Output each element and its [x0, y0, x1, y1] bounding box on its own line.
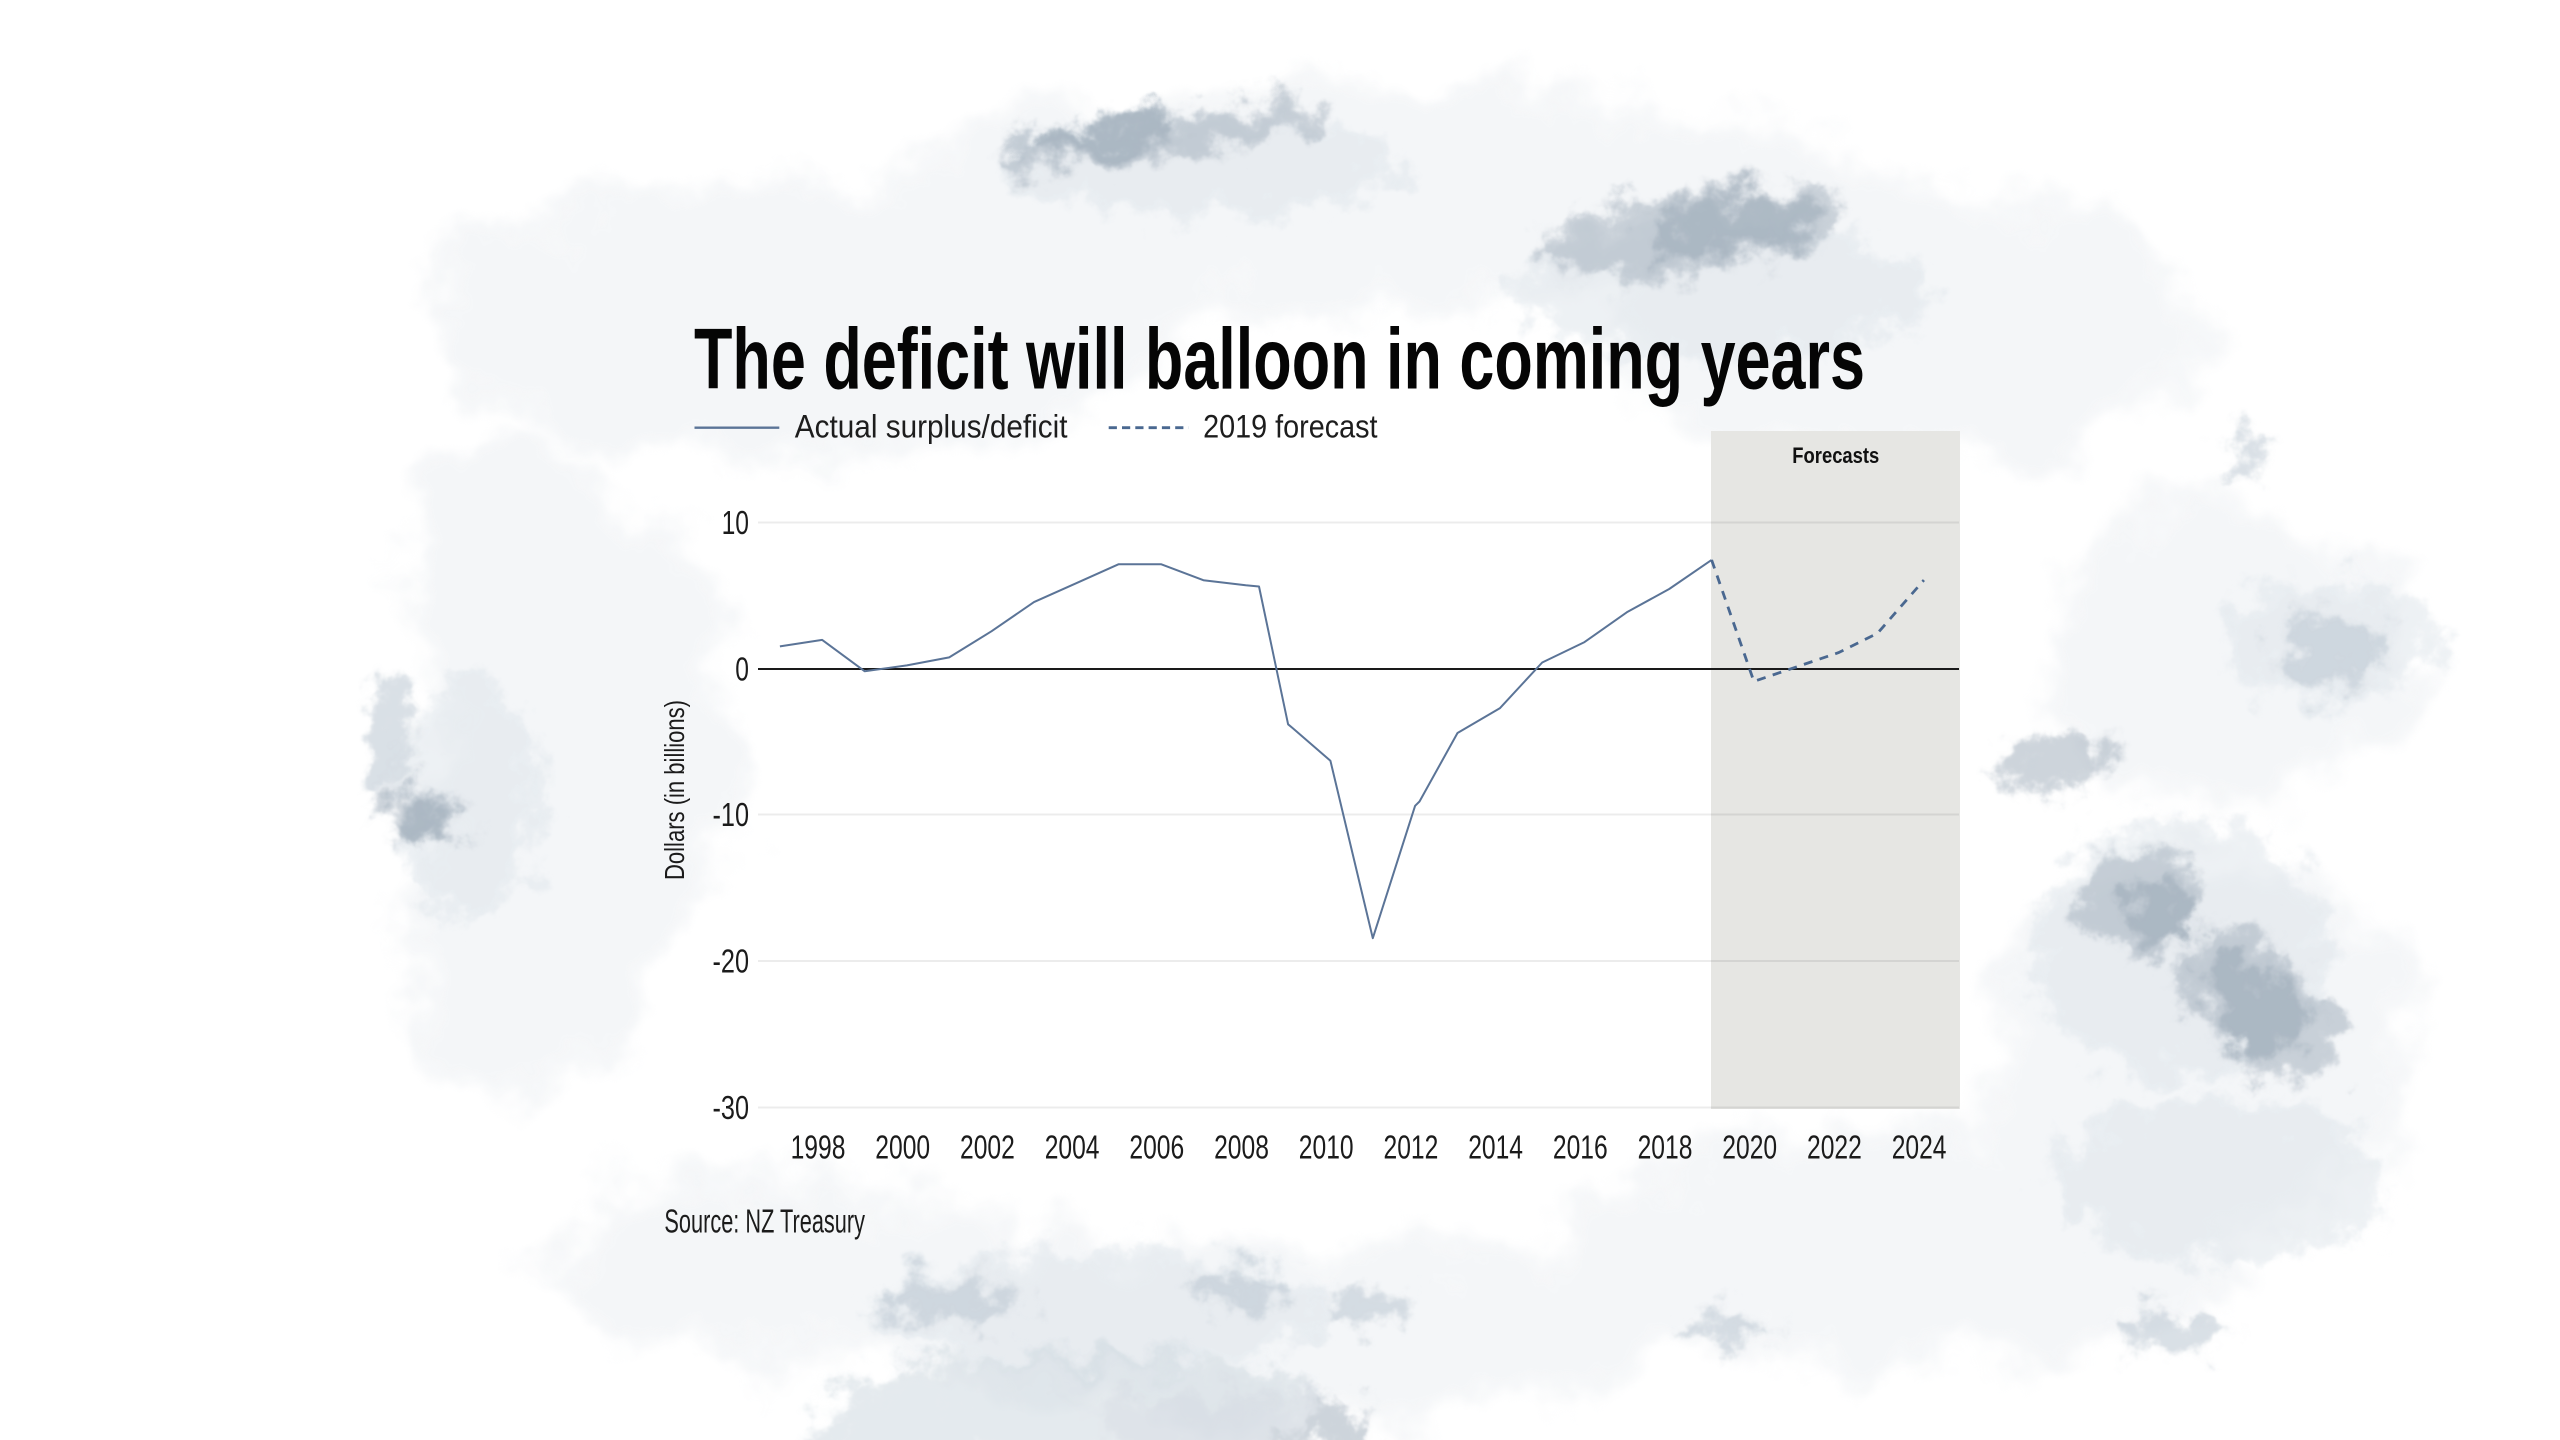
svg-text:-30: -30	[713, 1089, 750, 1126]
svg-text:The deficit will balloon in co: The deficit will balloon in coming years	[694, 312, 1865, 408]
svg-text:10: 10	[722, 504, 749, 541]
svg-text:2004: 2004	[1045, 1128, 1100, 1165]
svg-text:-10: -10	[713, 796, 750, 833]
svg-text:0: 0	[735, 650, 749, 687]
svg-text:2002: 2002	[960, 1128, 1015, 1165]
svg-text:2000: 2000	[875, 1128, 930, 1165]
svg-text:2018: 2018	[1638, 1128, 1693, 1165]
svg-text:Forecasts: Forecasts	[1792, 443, 1879, 468]
svg-text:Dollars (in billions): Dollars (in billions)	[659, 700, 690, 880]
svg-text:Source: NZ Treasury: Source: NZ Treasury	[664, 1203, 865, 1240]
svg-text:2008: 2008	[1214, 1128, 1269, 1165]
svg-text:1998: 1998	[791, 1128, 846, 1165]
svg-text:2012: 2012	[1384, 1128, 1439, 1165]
svg-text:-20: -20	[713, 942, 750, 979]
svg-text:2006: 2006	[1129, 1128, 1184, 1165]
svg-text:2022: 2022	[1807, 1128, 1862, 1165]
svg-text:2024: 2024	[1892, 1128, 1947, 1165]
svg-text:2016: 2016	[1553, 1128, 1608, 1165]
svg-text:2010: 2010	[1299, 1128, 1354, 1165]
svg-text:2020: 2020	[1722, 1128, 1777, 1165]
svg-text:Actual surplus/deficit: Actual surplus/deficit	[795, 409, 1068, 445]
svg-text:2019 forecast: 2019 forecast	[1203, 409, 1377, 445]
svg-text:2014: 2014	[1468, 1128, 1523, 1165]
